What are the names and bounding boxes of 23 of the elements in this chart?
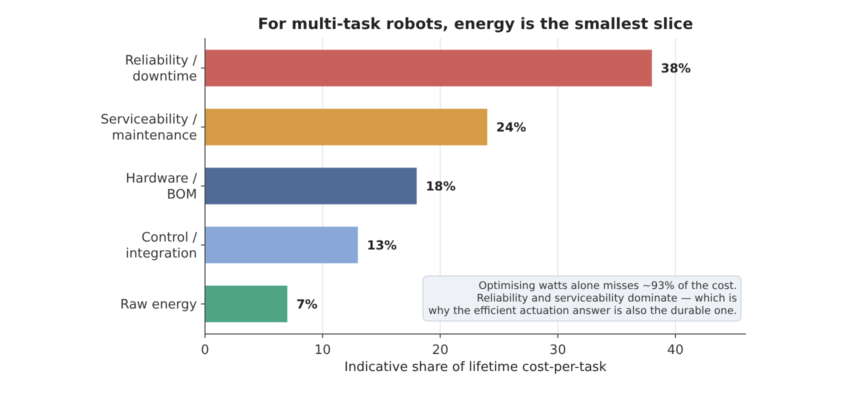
- y-tick-label: Serviceability / maintenance: [100, 112, 198, 144]
- x-tick-label: 40: [667, 343, 684, 358]
- chart-title: For multi-task robots, energy is the smallest slice: [258, 15, 694, 33]
- data-label: 18%: [426, 178, 456, 194]
- data-label: 24%: [496, 119, 527, 134]
- x-tick-label: 30: [550, 343, 566, 358]
- y-tick-label: Raw energy: [120, 297, 198, 312]
- bar: [205, 50, 652, 86]
- bar: [205, 226, 358, 264]
- x-axis-title: Indicative share of lifetime cost-per-task: [344, 360, 608, 375]
- y-tick-label: Control / integration: [126, 230, 198, 262]
- x-tick-label: 10: [314, 343, 331, 358]
- annotation: Optimising watts alone misses ~93% of the cost. Reliability and serviceability dominate — which is why the efficient actuation answer is also the durable one.: [428, 280, 737, 317]
- bar: [205, 286, 288, 322]
- y-tick-label: Hardware / BOM: [126, 172, 198, 203]
- data-label: 7%: [296, 296, 318, 312]
- bar: [205, 168, 417, 204]
- y-tick-label: Reliability / downtime: [124, 54, 198, 85]
- data-label: 13%: [366, 237, 398, 252]
- x-tick-label: 0: [200, 343, 210, 358]
- bar: [205, 108, 488, 146]
- x-tick-label: 20: [432, 343, 448, 358]
- data-label: 38%: [660, 60, 692, 76]
